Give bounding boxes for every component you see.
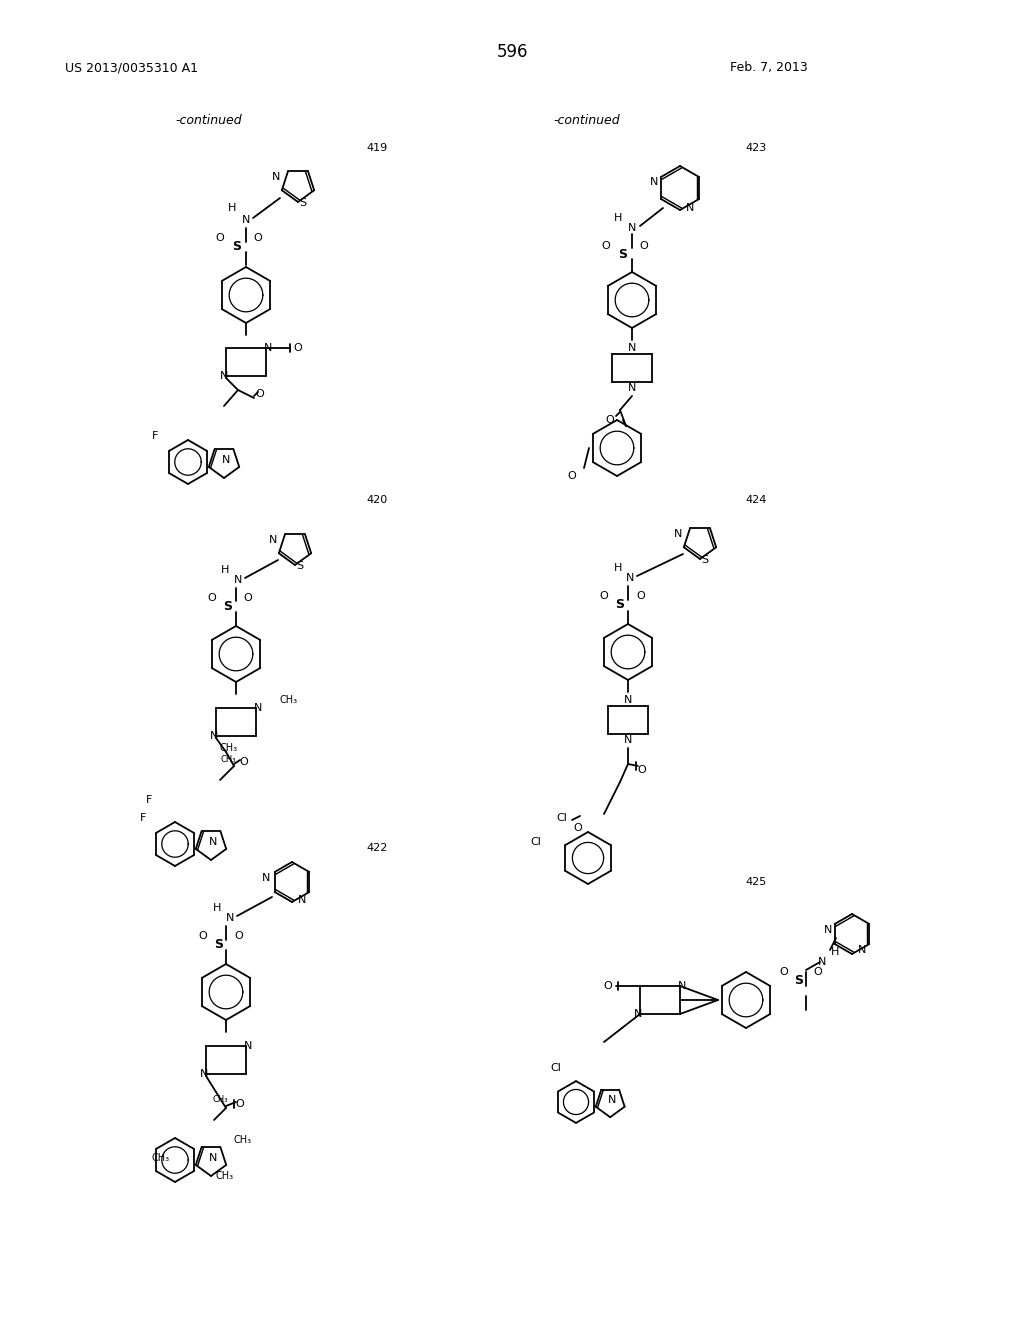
Text: F: F bbox=[152, 432, 158, 441]
Text: N: N bbox=[209, 837, 217, 847]
Text: S: S bbox=[701, 554, 709, 565]
Text: N: N bbox=[628, 383, 636, 393]
Text: O: O bbox=[640, 242, 648, 251]
Text: F: F bbox=[140, 813, 146, 822]
Text: N: N bbox=[254, 704, 262, 713]
Text: H: H bbox=[613, 213, 623, 223]
Text: O: O bbox=[240, 756, 249, 767]
Text: -continued: -continued bbox=[175, 114, 242, 127]
Text: S: S bbox=[214, 937, 223, 950]
Text: O: O bbox=[605, 414, 614, 425]
Text: Feb. 7, 2013: Feb. 7, 2013 bbox=[730, 62, 808, 74]
Text: N: N bbox=[200, 1069, 208, 1078]
Text: N: N bbox=[210, 731, 218, 741]
Text: O: O bbox=[573, 822, 583, 833]
Text: S: S bbox=[615, 598, 625, 610]
Text: 425: 425 bbox=[745, 876, 766, 887]
Text: H: H bbox=[613, 564, 623, 573]
Text: 420: 420 bbox=[366, 495, 387, 506]
Text: N: N bbox=[298, 895, 306, 906]
Text: CH₃: CH₃ bbox=[220, 755, 236, 764]
Text: N: N bbox=[624, 696, 632, 705]
Text: O: O bbox=[234, 931, 244, 941]
Text: F: F bbox=[146, 795, 153, 805]
Text: O: O bbox=[602, 242, 610, 251]
Text: O: O bbox=[779, 968, 788, 977]
Text: S: S bbox=[232, 239, 242, 252]
Text: O: O bbox=[216, 234, 224, 243]
Text: 419: 419 bbox=[366, 143, 387, 153]
Text: H: H bbox=[227, 203, 237, 213]
Text: N: N bbox=[222, 455, 230, 465]
Text: S: S bbox=[795, 974, 804, 986]
Text: N: N bbox=[264, 343, 272, 352]
Text: S: S bbox=[618, 248, 628, 260]
Text: N: N bbox=[220, 371, 228, 381]
Text: N: N bbox=[244, 1041, 252, 1051]
Text: CH₃: CH₃ bbox=[233, 1135, 251, 1144]
Text: N: N bbox=[686, 203, 694, 213]
Text: N: N bbox=[269, 535, 278, 545]
Text: Cl: Cl bbox=[550, 1063, 561, 1073]
Text: 423: 423 bbox=[745, 143, 766, 153]
Text: O: O bbox=[254, 234, 262, 243]
Text: Cl: Cl bbox=[530, 837, 541, 847]
Text: S: S bbox=[296, 561, 303, 572]
Text: N: N bbox=[262, 873, 270, 883]
Text: N: N bbox=[608, 1096, 616, 1105]
Text: O: O bbox=[294, 343, 302, 352]
Text: CH₃: CH₃ bbox=[220, 743, 239, 752]
Text: N: N bbox=[242, 215, 250, 224]
Text: O: O bbox=[637, 591, 645, 601]
Text: CH₃: CH₃ bbox=[151, 1152, 169, 1163]
Text: S: S bbox=[299, 198, 306, 209]
Text: O: O bbox=[638, 766, 646, 775]
Text: O: O bbox=[244, 593, 252, 603]
Text: N: N bbox=[858, 945, 866, 954]
Text: N: N bbox=[628, 343, 636, 352]
Text: US 2013/0035310 A1: US 2013/0035310 A1 bbox=[65, 62, 198, 74]
Text: CH₃: CH₃ bbox=[212, 1096, 227, 1105]
Text: N: N bbox=[226, 913, 234, 923]
Text: N: N bbox=[624, 735, 632, 744]
Text: 422: 422 bbox=[366, 843, 387, 853]
Text: 424: 424 bbox=[745, 495, 766, 506]
Text: Cl: Cl bbox=[556, 813, 567, 822]
Text: O: O bbox=[199, 931, 208, 941]
Text: O: O bbox=[208, 593, 216, 603]
Text: N: N bbox=[209, 1152, 217, 1163]
Text: N: N bbox=[674, 529, 682, 539]
Text: N: N bbox=[634, 1008, 642, 1019]
Text: N: N bbox=[271, 172, 281, 182]
Text: O: O bbox=[603, 981, 612, 991]
Text: N: N bbox=[818, 957, 826, 968]
Text: CH₃: CH₃ bbox=[280, 696, 298, 705]
Text: O: O bbox=[600, 591, 608, 601]
Text: O: O bbox=[256, 389, 264, 399]
Text: H: H bbox=[221, 565, 229, 576]
Text: 596: 596 bbox=[497, 44, 527, 61]
Text: N: N bbox=[824, 925, 833, 935]
Text: H: H bbox=[213, 903, 221, 913]
Text: O: O bbox=[814, 968, 822, 977]
Text: N: N bbox=[628, 223, 636, 234]
Text: N: N bbox=[678, 981, 686, 991]
Text: N: N bbox=[650, 177, 658, 187]
Text: -continued: -continued bbox=[553, 114, 620, 127]
Text: O: O bbox=[567, 471, 577, 480]
Text: H: H bbox=[830, 946, 840, 957]
Text: O: O bbox=[236, 1100, 245, 1109]
Text: CH₃: CH₃ bbox=[215, 1171, 233, 1181]
Text: N: N bbox=[626, 573, 634, 583]
Text: N: N bbox=[233, 576, 243, 585]
Text: S: S bbox=[223, 599, 232, 612]
